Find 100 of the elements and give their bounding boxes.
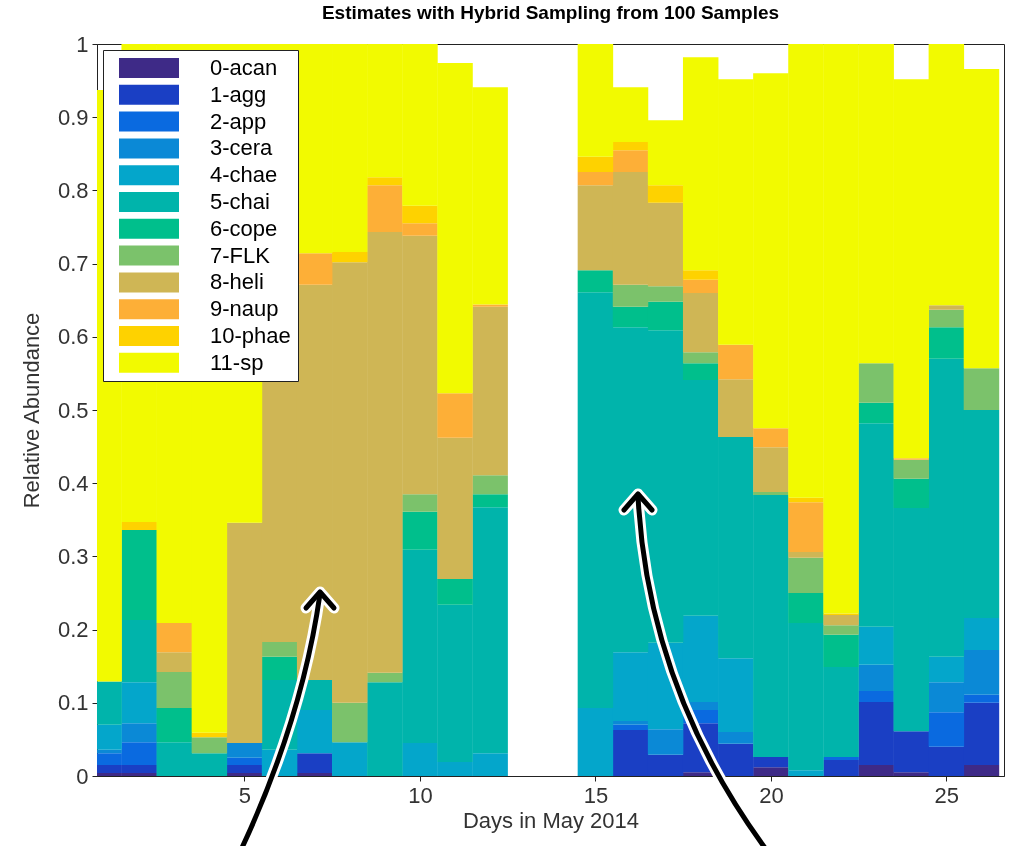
bar (156, 623, 193, 653)
bar (718, 732, 754, 744)
bar (156, 707, 193, 743)
bar (682, 279, 719, 293)
bar (367, 672, 403, 683)
legend-label: 11-sp (210, 349, 264, 375)
bar (367, 177, 403, 186)
bar (753, 491, 789, 495)
bar (647, 185, 684, 203)
bar (788, 593, 824, 624)
bar (612, 142, 649, 151)
bar (893, 478, 930, 509)
bar (682, 363, 719, 380)
legend-label: 9-naup (210, 296, 279, 322)
bar (682, 352, 719, 364)
bar (437, 579, 473, 605)
bar (261, 656, 298, 681)
bar (858, 664, 894, 692)
y-tick-label: 0 (76, 763, 89, 789)
bar (753, 447, 789, 492)
bar (402, 205, 438, 224)
legend-label: 3-cera (210, 135, 274, 161)
bar (788, 497, 824, 503)
y-tick-label: 0.8 (57, 177, 89, 203)
y-tick-label: 0.5 (57, 397, 89, 423)
bar (647, 729, 684, 755)
bar (858, 402, 894, 424)
bar (928, 712, 965, 747)
bar (682, 270, 719, 280)
bar (928, 305, 965, 310)
x-tick-label: 10 (408, 782, 433, 808)
bar (121, 620, 157, 683)
bar (191, 737, 228, 754)
bar (332, 251, 368, 263)
bar (577, 270, 614, 293)
bar (437, 393, 473, 438)
bar (332, 702, 368, 743)
legend-label: 2-app (210, 108, 267, 134)
y-tick-label: 0.3 (57, 543, 89, 569)
legend-label: 5-chai (210, 189, 270, 214)
bar (156, 672, 193, 708)
bar (472, 494, 508, 508)
bar (261, 642, 298, 657)
bar (823, 634, 859, 667)
bar (928, 309, 965, 328)
legend-label: 1-agg (210, 81, 267, 107)
y-tick-label: 0.4 (57, 470, 89, 496)
x-axis-title: Days in May 2014 (462, 807, 640, 833)
bar (296, 773, 333, 776)
legend-label: 4-chae (210, 162, 278, 188)
bar (296, 253, 333, 285)
bar (963, 617, 1000, 651)
bar (226, 743, 263, 758)
legend-label: 10-phae (210, 323, 291, 348)
bar (788, 552, 824, 558)
bar (472, 475, 508, 495)
bar (156, 652, 193, 673)
bar (788, 770, 824, 776)
bar (402, 494, 438, 512)
bar (226, 765, 263, 774)
y-tick-label: 0.6 (57, 324, 89, 350)
y-tick-label: 0.2 (57, 617, 89, 643)
bar (121, 522, 157, 531)
bar (296, 753, 333, 774)
bar (472, 304, 508, 307)
bar (191, 732, 228, 738)
y-tick-label: 0.1 (57, 690, 89, 716)
x-tick-label: 25 (934, 782, 960, 808)
y-tick-label: 0.9 (57, 104, 89, 130)
bar (963, 765, 1000, 776)
bar (858, 691, 894, 703)
bar (577, 156, 614, 173)
legend-label: 7-FLK (210, 242, 271, 268)
bar (893, 459, 930, 479)
bar (577, 172, 614, 186)
bar (963, 368, 1000, 410)
y-tick-label: 1 (76, 31, 89, 57)
bar (753, 767, 789, 776)
y-tick-label: 0.7 (57, 251, 89, 277)
bar (788, 502, 824, 553)
bar (718, 379, 754, 438)
bar (928, 327, 965, 359)
chart-title: Estimates with Hybrid Sampling from 100 Samples (321, 2, 780, 23)
x-tick-label: 15 (583, 782, 609, 808)
bar (402, 511, 438, 550)
bar (823, 614, 859, 626)
bar (858, 363, 894, 403)
bar (612, 724, 649, 730)
bar (928, 656, 965, 683)
bar (858, 626, 894, 665)
bar (226, 773, 263, 776)
bar (788, 557, 824, 593)
x-tick-label: 20 (759, 782, 784, 808)
bar (121, 530, 157, 621)
bar (823, 625, 859, 635)
bar (963, 694, 1000, 703)
bar (823, 756, 859, 760)
bar (718, 344, 754, 380)
legend-label: 8-heli (210, 269, 264, 295)
legend-label: 6-cope (210, 215, 278, 241)
